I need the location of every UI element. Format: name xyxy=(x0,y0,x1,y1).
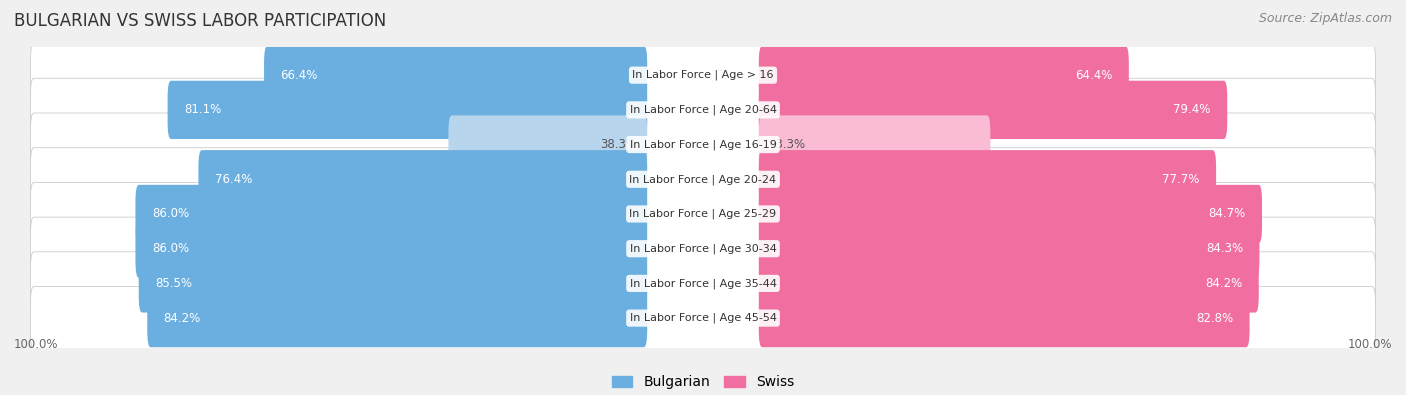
Text: 100.0%: 100.0% xyxy=(1347,338,1392,351)
Text: Source: ZipAtlas.com: Source: ZipAtlas.com xyxy=(1258,12,1392,25)
Text: 64.4%: 64.4% xyxy=(1076,69,1112,82)
Text: 86.0%: 86.0% xyxy=(152,242,188,255)
Text: In Labor Force | Age 16-19: In Labor Force | Age 16-19 xyxy=(630,139,776,150)
Text: 38.3%: 38.3% xyxy=(600,138,637,151)
Text: BULGARIAN VS SWISS LABOR PARTICIPATION: BULGARIAN VS SWISS LABOR PARTICIPATION xyxy=(14,12,387,30)
Text: In Labor Force | Age 45-54: In Labor Force | Age 45-54 xyxy=(630,313,776,324)
FancyBboxPatch shape xyxy=(31,148,1375,211)
FancyBboxPatch shape xyxy=(198,150,647,209)
Text: In Labor Force | Age 30-34: In Labor Force | Age 30-34 xyxy=(630,243,776,254)
FancyBboxPatch shape xyxy=(759,254,1258,312)
FancyBboxPatch shape xyxy=(759,185,1263,243)
FancyBboxPatch shape xyxy=(31,286,1375,350)
Text: 84.7%: 84.7% xyxy=(1208,207,1246,220)
Text: 84.2%: 84.2% xyxy=(1205,277,1243,290)
FancyBboxPatch shape xyxy=(31,113,1375,176)
FancyBboxPatch shape xyxy=(167,81,647,139)
Text: 82.8%: 82.8% xyxy=(1197,312,1233,325)
FancyBboxPatch shape xyxy=(759,289,1250,347)
Text: 84.2%: 84.2% xyxy=(163,312,201,325)
Text: 100.0%: 100.0% xyxy=(14,338,59,351)
Text: 77.7%: 77.7% xyxy=(1163,173,1199,186)
FancyBboxPatch shape xyxy=(31,43,1375,107)
FancyBboxPatch shape xyxy=(264,46,647,104)
Text: In Labor Force | Age 20-24: In Labor Force | Age 20-24 xyxy=(630,174,776,184)
FancyBboxPatch shape xyxy=(759,220,1260,278)
FancyBboxPatch shape xyxy=(31,182,1375,246)
FancyBboxPatch shape xyxy=(759,150,1216,209)
Text: 43.3%: 43.3% xyxy=(769,138,806,151)
FancyBboxPatch shape xyxy=(31,217,1375,280)
FancyBboxPatch shape xyxy=(759,115,990,174)
Text: 86.0%: 86.0% xyxy=(152,207,188,220)
Text: 85.5%: 85.5% xyxy=(155,277,193,290)
FancyBboxPatch shape xyxy=(31,252,1375,315)
FancyBboxPatch shape xyxy=(148,289,647,347)
Text: 66.4%: 66.4% xyxy=(280,69,318,82)
FancyBboxPatch shape xyxy=(135,185,647,243)
FancyBboxPatch shape xyxy=(135,220,647,278)
Text: 81.1%: 81.1% xyxy=(184,103,221,117)
FancyBboxPatch shape xyxy=(31,78,1375,141)
FancyBboxPatch shape xyxy=(759,46,1129,104)
FancyBboxPatch shape xyxy=(139,254,647,312)
Text: 79.4%: 79.4% xyxy=(1174,103,1211,117)
FancyBboxPatch shape xyxy=(449,115,647,174)
Legend: Bulgarian, Swiss: Bulgarian, Swiss xyxy=(606,370,800,395)
Text: In Labor Force | Age > 16: In Labor Force | Age > 16 xyxy=(633,70,773,81)
FancyBboxPatch shape xyxy=(759,81,1227,139)
Text: 84.3%: 84.3% xyxy=(1206,242,1243,255)
Text: 76.4%: 76.4% xyxy=(215,173,252,186)
Text: In Labor Force | Age 25-29: In Labor Force | Age 25-29 xyxy=(630,209,776,219)
Text: In Labor Force | Age 35-44: In Labor Force | Age 35-44 xyxy=(630,278,776,289)
Text: In Labor Force | Age 20-64: In Labor Force | Age 20-64 xyxy=(630,105,776,115)
